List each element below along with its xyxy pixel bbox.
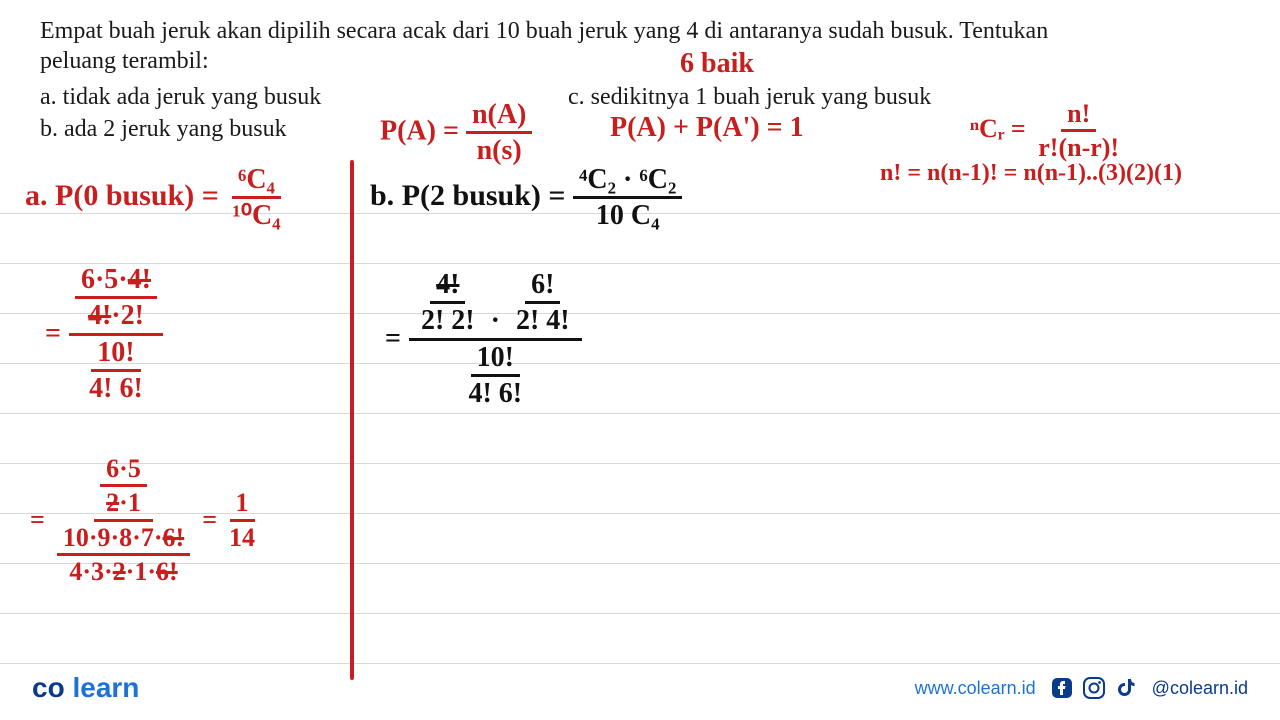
formula-ncr-lhs: ⁿCᵣ = (970, 114, 1026, 143)
work-a-step3-top-den: 2·1 (100, 487, 147, 516)
work-a-p0-lhs: P(0 busuk) = (55, 179, 219, 212)
formula-nfact: n! = n(n-1)! = n(n-1)..(3)(2)(1) (880, 160, 1182, 187)
note-six-good: 6 baik (680, 48, 754, 80)
problem-line-1: Empat buah jeruk akan dipilih secara aca… (40, 16, 1240, 47)
footer-url[interactable]: www.colearn.id (915, 678, 1036, 699)
footer: co learn www.colearn.id @colearn.id (32, 672, 1248, 704)
work-b-step2-bot: 10! 4! 6! (456, 341, 534, 409)
work-a-result: 1 14 (223, 489, 261, 551)
equals-icon: = (202, 505, 217, 535)
tiktok-icon[interactable] (1114, 676, 1138, 700)
formula-ncr: ⁿCᵣ = n! r!(n-r)! (970, 100, 1125, 162)
social-icons (1050, 676, 1138, 700)
formula-pa-lhs: P(A) = (380, 115, 459, 146)
work-a-step3: = 6·5 2·1 10·9·8·7·6! 4·3·2·1·6! = 1 14 (30, 455, 261, 585)
problem-option-a: a. tidak ada jeruk yang busuk (40, 82, 321, 113)
divider-line (350, 160, 354, 680)
work-a-p0-num: ⁶C₄ (232, 165, 281, 199)
work-a-step3-bot-den: 4·3·2·1·6! (63, 556, 183, 585)
formula-pa-den: n(s) (471, 134, 528, 165)
work-a-label: a. (25, 179, 48, 212)
work-b-step2-right-num: 6! (525, 270, 560, 304)
equals-icon: = (45, 318, 61, 350)
work-a-step3-outer: 6·5 2·1 10·9·8·7·6! 4·3·2·1·6! (51, 455, 196, 585)
work-b-step2-right-den: 2! 4! (510, 304, 576, 335)
work-a-step2-bot-den: 4! 6! (83, 372, 149, 403)
equals-icon: = (385, 323, 401, 355)
work-b-step2-bot-num: 10! (471, 343, 520, 377)
work-a-result-num: 1 (230, 489, 255, 521)
work-a-step3-top-num: 6·5 (100, 455, 147, 487)
work-b-p2-num: ⁴C₂ · ⁶C₂ (573, 165, 682, 199)
work-a-step2-bot-num: 10! (91, 338, 140, 372)
formula-pa-frac: n(A) n(s) (466, 100, 532, 166)
facebook-icon[interactable] (1050, 676, 1074, 700)
instagram-icon[interactable] (1082, 676, 1106, 700)
work-b-p2-frac: ⁴C₂ · ⁶C₂ 10 C₄ (573, 165, 682, 231)
work-b-p2-lhs: P(2 busuk) = (402, 179, 566, 212)
footer-handle[interactable]: @colearn.id (1152, 678, 1248, 699)
problem-line-2: peluang terambil: (40, 46, 209, 77)
work-a-result-den: 14 (223, 522, 261, 551)
work-a-step3-top: 6·5 2·1 (94, 455, 153, 522)
work-b-step2: = 4! 2! 2! · 6! 2! 4! 10! 4! 6! (385, 270, 582, 409)
work-a-step2-outer: 6·5·4! 4!·2! 10! 4! 6! (69, 265, 163, 404)
work-a-header: a. P(0 busuk) = ⁶C₄ ¹⁰C₄ (25, 165, 287, 231)
work-a-step2-bot: 10! 4! 6! (77, 336, 155, 404)
work-b-step2-outer: 4! 2! 2! · 6! 2! 4! 10! 4! 6! (409, 270, 582, 409)
work-b-p2-den: 10 C₄ (590, 199, 666, 230)
work-b-label: b. (370, 179, 394, 212)
work-a-step2: = 6·5·4! 4!·2! 10! 4! 6! (45, 265, 163, 404)
work-a-step2-top-num: 6·5·4! (75, 265, 157, 299)
formula-ncr-num: n! (1061, 100, 1096, 132)
work-a-step3-bot-num: 10·9·8·7·6! (57, 524, 190, 556)
formula-ncr-den: r!(n-r)! (1032, 132, 1125, 161)
formula-pa: P(A) = n(A) n(s) (380, 100, 532, 166)
dot-icon: · (491, 306, 500, 335)
formula-pa-num: n(A) (466, 100, 532, 134)
formula-ncr-frac: n! r!(n-r)! (1032, 100, 1125, 162)
work-a-step2-top: 6·5·4! 4!·2! (69, 265, 163, 336)
formula-complement: P(A) + P(A') = 1 (610, 112, 804, 144)
equals-icon: = (30, 505, 45, 535)
work-b-step2-left-den: 2! 2! (415, 304, 481, 335)
logo-learn: learn (65, 672, 140, 703)
work-b-step2-top: 4! 2! 2! · 6! 2! 4! (409, 270, 582, 341)
work-b-step2-left-num: 4! (430, 270, 465, 304)
footer-right: www.colearn.id @colearn.id (915, 676, 1248, 700)
logo-co: co (32, 672, 65, 703)
work-b-step2-bot-den: 4! 6! (462, 377, 528, 408)
work-a-step3-bot: 10·9·8·7·6! 4·3·2·1·6! (51, 522, 196, 586)
logo: co learn (32, 672, 139, 704)
problem-option-b: b. ada 2 jeruk yang busuk (40, 114, 287, 145)
work-b-header: b. P(2 busuk) = ⁴C₂ · ⁶C₂ 10 C₄ (370, 165, 682, 231)
work-a-p0-den: ¹⁰C₄ (226, 199, 286, 230)
work-a-step2-top-den: 4!·2! (82, 299, 150, 330)
problem-option-c: c. sedikitnya 1 buah jeruk yang busuk (568, 82, 931, 113)
work-a-p0-frac: ⁶C₄ ¹⁰C₄ (226, 165, 286, 231)
